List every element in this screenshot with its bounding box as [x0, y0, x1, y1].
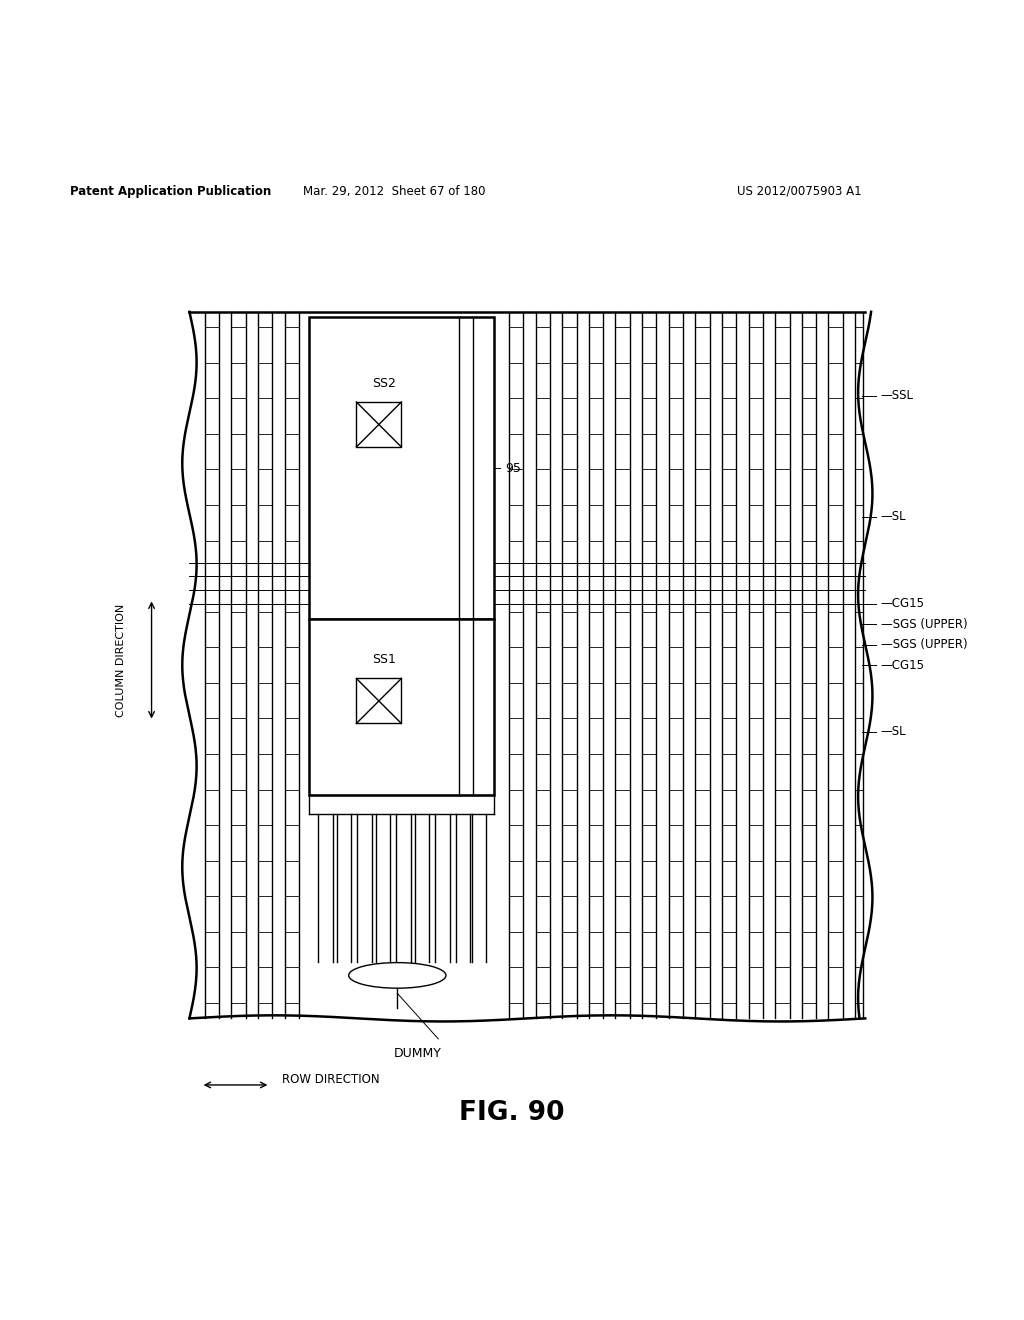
Bar — [309, 317, 494, 619]
Text: —CG15: —CG15 — [881, 597, 925, 610]
Text: COLUMN DIRECTION: COLUMN DIRECTION — [116, 603, 126, 717]
Text: —SGS (UPPER): —SGS (UPPER) — [881, 618, 968, 631]
Text: FIG. 90: FIG. 90 — [459, 1100, 565, 1126]
Text: SS2: SS2 — [372, 376, 396, 389]
Bar — [356, 678, 401, 723]
Text: SS1: SS1 — [372, 653, 396, 667]
Bar — [309, 619, 494, 795]
Text: 95: 95 — [505, 462, 521, 474]
Text: —SGS (UPPER): —SGS (UPPER) — [881, 638, 968, 651]
Text: ROW DIRECTION: ROW DIRECTION — [282, 1073, 379, 1086]
Text: —SL: —SL — [881, 510, 906, 523]
Text: —SSL: —SSL — [881, 389, 913, 403]
Text: —SL: —SL — [881, 725, 906, 738]
Text: Mar. 29, 2012  Sheet 67 of 180: Mar. 29, 2012 Sheet 67 of 180 — [303, 185, 485, 198]
Bar — [356, 403, 401, 447]
Text: US 2012/0075903 A1: US 2012/0075903 A1 — [737, 185, 862, 198]
Text: Patent Application Publication: Patent Application Publication — [70, 185, 271, 198]
Text: —CG15: —CG15 — [881, 659, 925, 672]
Text: DUMMY: DUMMY — [394, 1047, 441, 1060]
